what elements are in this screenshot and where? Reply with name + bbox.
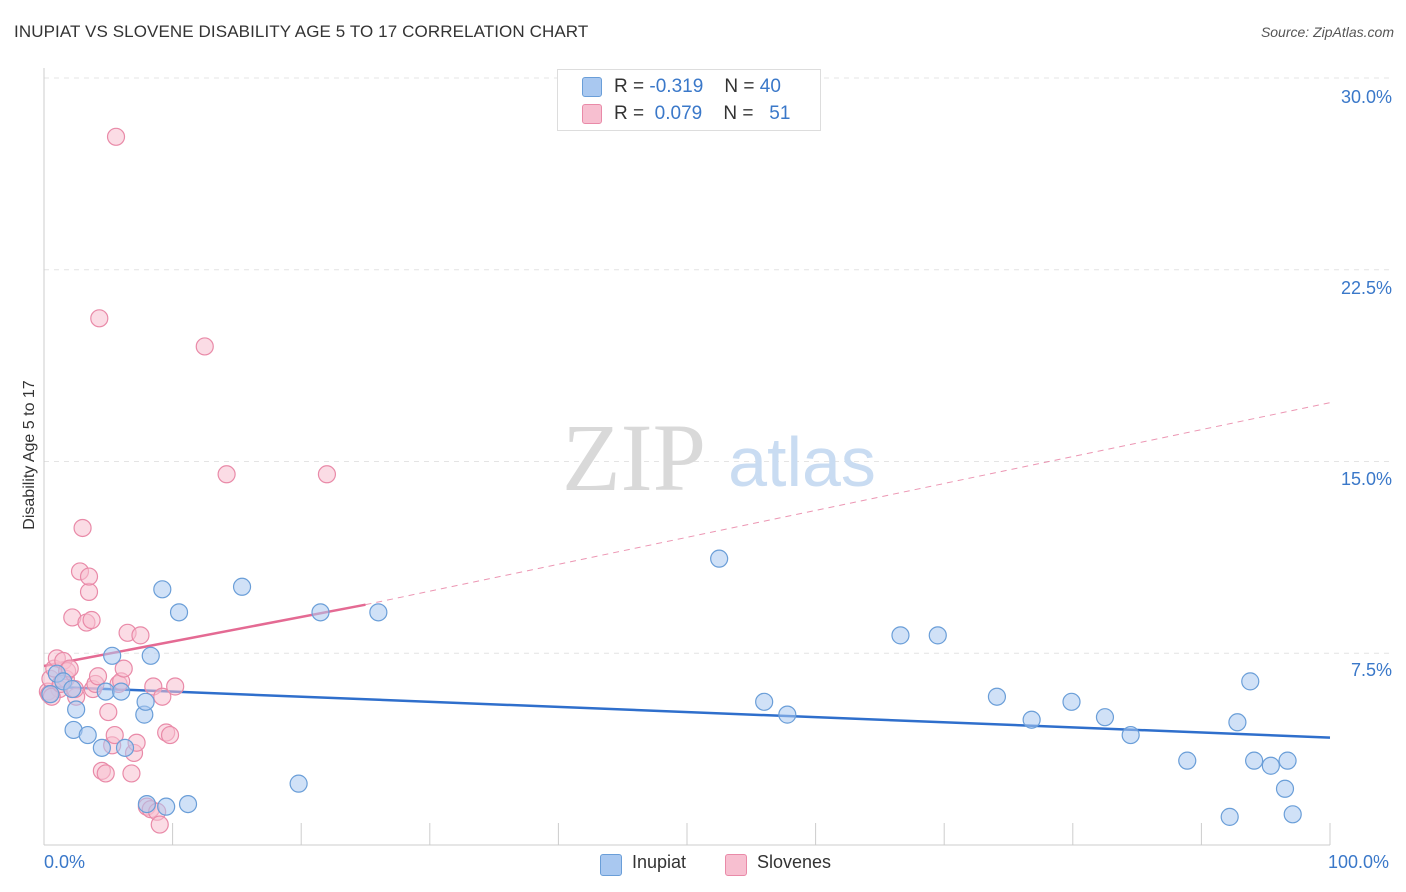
inupiat-point [1220,807,1239,826]
slovenes-point [150,815,169,834]
inupiat-point [115,738,135,757]
slovenes-point [195,337,214,356]
inupiat-n-label: N = [724,76,755,97]
inupiat-point [141,646,160,665]
y-tick-label-22-5: 22.5% [1340,278,1392,298]
inupiat-point [1228,713,1247,732]
slovenes-point [79,582,99,601]
stats-legend: R = -0.319 N = 40 R = 0.079 N = 51 [557,69,821,131]
axes [43,68,1331,846]
inupiat-point [169,603,189,622]
data-points [38,127,1302,834]
slovenes-point [73,518,92,538]
slovenes-point [99,702,118,722]
inupiat-r-label: R = [614,76,645,97]
inupiat-point [987,687,1007,706]
legend-label-slovenes: Slovenes [757,852,832,872]
inupiat-point [41,685,60,704]
inupiat-point [928,626,947,645]
slovenes-point [317,465,337,484]
inupiat-point [112,682,131,701]
x-tick-label-min: 0.0% [44,852,86,872]
inupiat-point [1241,672,1260,691]
inupiat-point [1261,756,1280,775]
slovenes-r-label: R = [614,103,645,124]
legend-label-inupiat: Inupiat [632,852,687,872]
slovenes-point [79,567,99,586]
legend-swatch-slovenes [725,854,747,876]
slovenes-point [122,764,141,783]
inupiat-point [1283,805,1302,824]
inupiat-point [153,580,172,599]
inupiat-point [136,692,155,711]
inupiat-point [311,603,330,622]
watermark-zip: ZIP [562,404,706,511]
inupiat-point [67,700,86,719]
inupiat-point [63,679,82,699]
inupiat-swatch [582,77,602,97]
inupiat-point [1178,751,1197,770]
inupiat-point [289,774,308,793]
legend-swatch-inupiat [600,854,622,876]
slovenes-r-value: 0.079 [654,103,703,124]
inupiat-point [778,705,797,724]
inupiat-point [232,577,252,596]
inupiat-point [369,603,388,622]
slovenes-point [82,610,101,630]
slovenes-point [105,725,124,745]
inupiat-point [92,738,111,757]
inupiat-point [1245,751,1264,770]
inupiat-trend-line [43,685,1331,739]
inupiat-point [178,794,198,814]
inupiat-point [1095,708,1115,727]
inupiat-n-value: 40 [759,76,781,97]
y-tick-label-7-5: 7.5% [1350,660,1392,680]
gridlines [44,77,1392,654]
slovenes-point [96,764,115,783]
slovenes-point [90,309,109,328]
inupiat-r-value: -0.319 [649,76,704,97]
watermark: ZIP atlas [562,404,876,511]
slovenes-n-label: N = [723,103,754,124]
inupiat-point [755,692,774,711]
inupiat-point [891,626,910,645]
slovenes-point [106,127,126,146]
inupiat-point [96,682,115,701]
inupiat-point [1121,725,1140,745]
x-tick-label-max: 100.0% [1328,852,1390,872]
y-tick-label-30: 30.0% [1340,87,1392,107]
inupiat-point [78,725,97,745]
chart-source: Source: ZipAtlas.com [1260,24,1394,40]
slovenes-point [217,465,236,484]
slovenes-n-value: 51 [769,103,791,124]
inupiat-point [1022,710,1041,729]
slovenes-point [88,667,108,686]
inupiat-point [710,549,729,568]
slovenes-point [131,626,150,645]
inupiat-point [103,646,122,665]
watermark-atlas: atlas [728,423,876,501]
y-tick-label-15: 15.0% [1340,469,1392,489]
inupiat-point [1062,692,1081,711]
inupiat-point [137,794,156,814]
inupiat-point [1275,779,1295,798]
slovenes-swatch [582,104,602,124]
slovenes-point [153,687,172,706]
inupiat-point [157,797,176,816]
chart-title: INUPIAT VS SLOVENE DISABILITY AGE 5 TO 1… [14,22,589,41]
slovenes-point [114,659,133,678]
inupiat-point [1278,751,1297,770]
slovenes-point [166,677,185,696]
slovenes-point [160,725,180,745]
